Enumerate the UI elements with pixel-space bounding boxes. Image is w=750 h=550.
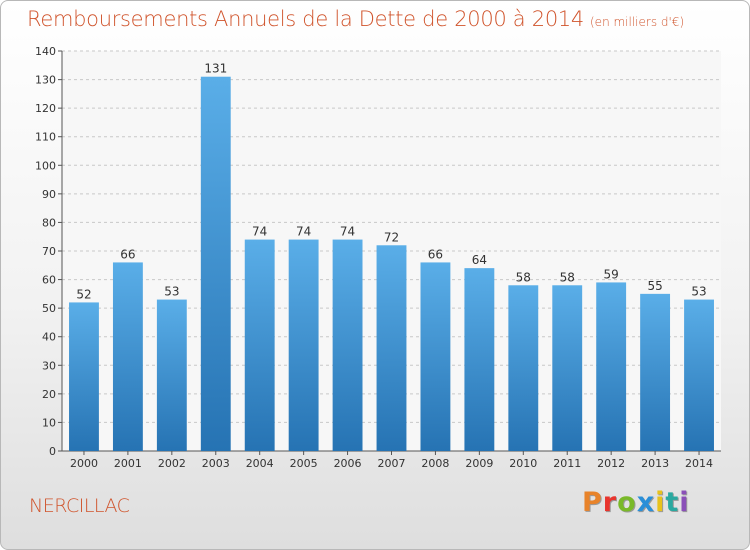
x-tick-label: 2002 [158, 457, 186, 470]
bar [332, 239, 363, 451]
y-tick-label: 60 [42, 274, 56, 287]
data-label: 74 [296, 225, 311, 239]
data-label: 55 [647, 279, 662, 293]
y-tick-label: 100 [35, 159, 56, 172]
x-tick-label: 2010 [509, 457, 537, 470]
x-tick-label: 2007 [378, 457, 406, 470]
y-tick-label: 140 [35, 45, 56, 58]
data-label: 58 [560, 270, 575, 284]
bar [508, 285, 539, 451]
bar [200, 76, 231, 451]
data-label: 66 [428, 247, 443, 261]
x-tick-label: 2008 [421, 457, 449, 470]
data-label: 72 [384, 230, 399, 244]
data-label: 52 [76, 287, 91, 301]
bar [464, 268, 495, 451]
logo-letter: P [582, 487, 603, 518]
bar [684, 299, 714, 451]
bar [112, 262, 143, 451]
y-tick-label: 120 [35, 102, 56, 115]
data-label: 64 [472, 253, 487, 267]
logo-letter: i [679, 487, 690, 518]
data-label: 66 [120, 247, 135, 261]
logo-letter: x [636, 487, 656, 518]
y-tick-label: 110 [35, 131, 56, 144]
x-tick-label: 2014 [685, 457, 713, 470]
bar [156, 299, 187, 451]
data-label: 74 [252, 225, 267, 239]
bar [69, 302, 99, 451]
y-tick-label: 20 [42, 388, 56, 401]
chart-subtitle: (en milliers d'€) [590, 15, 685, 29]
y-tick-label: 80 [42, 216, 56, 229]
data-label: 74 [340, 225, 355, 239]
bar [288, 239, 319, 451]
bar [376, 245, 407, 451]
data-label: 131 [204, 62, 227, 76]
y-tick-label: 30 [42, 359, 56, 372]
x-tick-label: 2001 [114, 457, 142, 470]
chart-title: Remboursements Annuels de la Dette de 20… [27, 7, 684, 31]
proxiti-logo: Proxiti [582, 487, 690, 518]
logo-letter: t [665, 487, 680, 518]
logo-letter: r [602, 487, 618, 518]
bar [596, 282, 627, 451]
bar [552, 285, 583, 451]
x-tick-label: 2013 [641, 457, 669, 470]
x-tick-label: 2003 [202, 457, 230, 470]
y-tick-label: 10 [42, 416, 56, 429]
y-tick-label: 90 [42, 188, 56, 201]
logo-letter: o [617, 487, 637, 518]
data-label: 53 [164, 285, 179, 299]
commune-name: NERCILLAC [29, 495, 130, 517]
y-tick-label: 40 [42, 331, 56, 344]
bar [244, 239, 275, 451]
y-tick-label: 70 [42, 245, 56, 258]
y-tick-label: 50 [42, 302, 56, 315]
x-tick-label: 2000 [70, 457, 98, 470]
y-tick-label: 130 [35, 74, 56, 87]
bar [640, 293, 671, 451]
y-tick-label: 0 [49, 445, 56, 458]
logo-letter: i [655, 487, 666, 518]
data-label: 59 [604, 267, 619, 281]
x-tick-label: 2006 [334, 457, 362, 470]
bar [420, 262, 451, 451]
chart-title-text: Remboursements Annuels de la Dette de 20… [27, 7, 584, 31]
x-tick-label: 2009 [465, 457, 493, 470]
x-tick-label: 2005 [290, 457, 318, 470]
data-label: 58 [516, 270, 531, 284]
x-tick-label: 2004 [246, 457, 274, 470]
x-tick-label: 2012 [597, 457, 625, 470]
data-label: 53 [691, 285, 706, 299]
x-tick-label: 2011 [553, 457, 581, 470]
